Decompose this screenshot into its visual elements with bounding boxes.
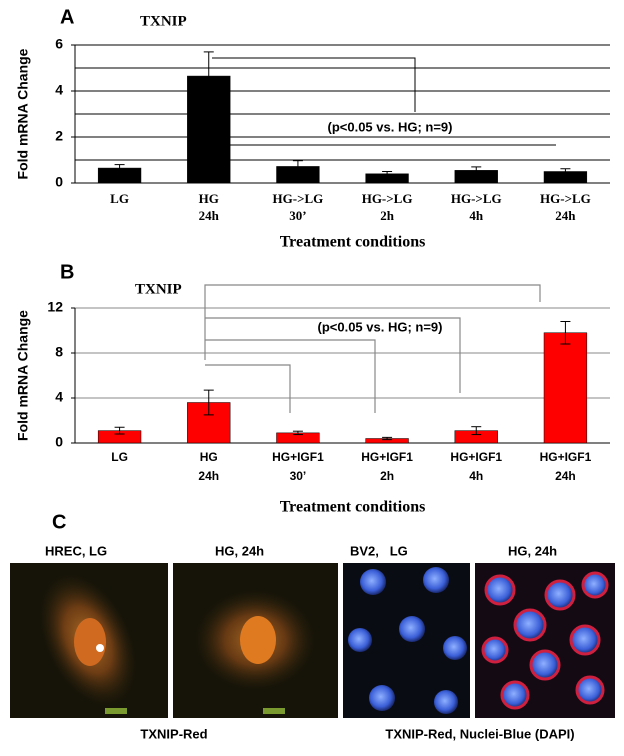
x-tick-label: HG->LG 2h <box>361 191 413 223</box>
panel-label: A <box>60 6 74 28</box>
y-tick-label: 4 <box>55 389 63 405</box>
y-tick-label: 0 <box>55 174 63 190</box>
x-axis-label: Treatment conditions <box>280 499 426 516</box>
y-tick-label: 2 <box>55 128 63 144</box>
y-axis-label: Fold mRNA Change <box>15 310 31 441</box>
panel-label: B <box>60 261 74 283</box>
significance-bracket <box>204 284 541 413</box>
x-tick-label: LG <box>111 450 128 464</box>
image-caption: TXNIP-Red <box>140 726 207 741</box>
micrograph <box>173 563 338 718</box>
significance-bracket <box>212 57 556 146</box>
x-tick-label: HG 24h <box>198 191 219 223</box>
x-tick-label: HG+IGF1 24h <box>539 450 592 483</box>
image-caption: TXNIP-Red, Nuclei-Blue (DAPI) <box>385 726 574 741</box>
y-tick-label: 8 <box>55 344 63 360</box>
x-tick-label: HG+IGF1 2h <box>361 450 413 483</box>
x-tick-label: HG 24h <box>198 450 220 483</box>
chart-title: TXNIP <box>135 281 182 297</box>
image-label: HG, 24h <box>508 543 557 558</box>
y-axis-label: Fold mRNA Change <box>15 48 31 179</box>
x-tick-label: HG->LG 24h <box>540 191 591 223</box>
y-tick-label: 12 <box>47 299 63 315</box>
annotation: (p<0.05 vs. HG; n=9) <box>328 119 453 134</box>
x-axis-label: Treatment conditions <box>280 234 426 251</box>
x-tick-label: HG->LG 4h <box>450 191 502 223</box>
micrograph <box>475 563 615 718</box>
micrograph <box>343 563 470 718</box>
y-tick-label: 0 <box>55 434 63 450</box>
y-tick-label: 6 <box>55 36 63 52</box>
x-tick-label: HG->LG 30’ <box>272 191 324 223</box>
x-tick-label: HG+IGF1 30’ <box>272 450 324 483</box>
x-tick-label: LG <box>110 191 129 206</box>
chart-title: TXNIP <box>140 13 187 29</box>
image-label: HREC, LG <box>45 543 107 558</box>
image-label: HG, 24h <box>215 543 264 558</box>
annotation: (p<0.05 vs. HG; n=9) <box>318 319 443 334</box>
bar <box>543 332 588 444</box>
image-label: BV2, LG <box>350 543 408 558</box>
x-tick-label: HG+IGF1 4h <box>450 450 503 483</box>
micrograph <box>10 563 168 718</box>
y-tick-label: 4 <box>55 82 63 98</box>
panel-label: C <box>52 511 66 533</box>
